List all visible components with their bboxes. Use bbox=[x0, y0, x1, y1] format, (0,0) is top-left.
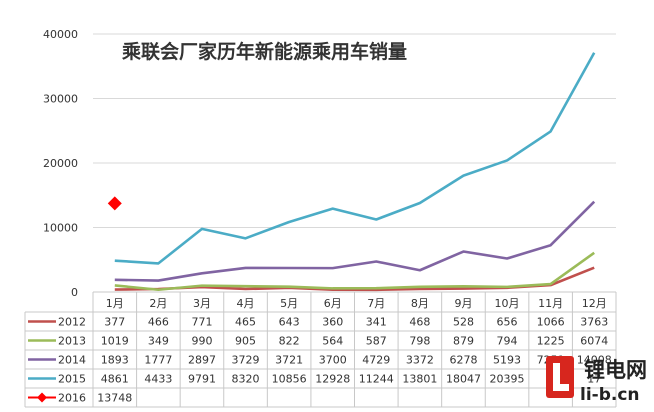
table-cell: 1893 bbox=[101, 354, 129, 367]
table-cell: 3372 bbox=[406, 354, 434, 367]
table-cell: 18047 bbox=[446, 373, 481, 386]
table-cell: 12928 bbox=[315, 373, 350, 386]
x-tick-label: 2月 bbox=[149, 297, 167, 310]
table-cell: 656 bbox=[497, 316, 518, 329]
x-tick-label: 5月 bbox=[280, 297, 298, 310]
legend-label-2015: 2015 bbox=[58, 373, 86, 386]
table-cell: 798 bbox=[409, 335, 430, 348]
y-tick-label: 0 bbox=[71, 286, 78, 299]
table-cell: 6278 bbox=[449, 354, 477, 367]
table-cell: 1777 bbox=[144, 354, 172, 367]
table-cell: 8320 bbox=[232, 373, 260, 386]
watermark: 锂电网 li-b.cn bbox=[546, 356, 647, 405]
legend-label-2014: 2014 bbox=[58, 354, 86, 367]
x-tick-label: 9月 bbox=[454, 297, 472, 310]
table-cell: 587 bbox=[366, 335, 387, 348]
table-cell: 3700 bbox=[319, 354, 347, 367]
table-cell: 5193 bbox=[493, 354, 521, 367]
logo-mark-foot bbox=[553, 384, 569, 391]
logo-mark bbox=[553, 363, 560, 391]
x-tick-label: 8月 bbox=[411, 297, 429, 310]
legend-marker-2016 bbox=[37, 392, 47, 403]
legend-label-2012: 2012 bbox=[58, 316, 86, 329]
watermark-brand: 锂电网 bbox=[584, 358, 647, 382]
x-tick-label: 11月 bbox=[538, 297, 563, 310]
table-cell: 20395 bbox=[490, 373, 525, 386]
table-cell: 771 bbox=[191, 316, 212, 329]
legend-label-2013: 2013 bbox=[58, 335, 86, 348]
x-tick-label: 1月 bbox=[106, 297, 124, 310]
table-cell: 13801 bbox=[402, 373, 437, 386]
y-tick-label: 20000 bbox=[43, 157, 78, 170]
table-cell: 11244 bbox=[359, 373, 394, 386]
table-cell: 349 bbox=[148, 335, 169, 348]
y-tick-label: 40000 bbox=[43, 28, 78, 41]
table-cell: 360 bbox=[322, 316, 343, 329]
series-line-2013 bbox=[114, 251, 595, 292]
x-tick-label: 7月 bbox=[367, 297, 385, 310]
table-cell: 564 bbox=[322, 335, 343, 348]
table-cell: 341 bbox=[366, 316, 387, 329]
table-cell: 1066 bbox=[537, 316, 565, 329]
table-cell: 17 bbox=[587, 373, 601, 386]
series-point-2016 bbox=[107, 196, 122, 211]
table-cell: 14008 bbox=[577, 354, 612, 367]
table-cell: 3721 bbox=[275, 354, 303, 367]
table-cell: 466 bbox=[148, 316, 169, 329]
table-cell: 3763 bbox=[580, 316, 608, 329]
table-cell: 4861 bbox=[101, 373, 129, 386]
table-cell: 4729 bbox=[362, 354, 390, 367]
table-cell: 377 bbox=[104, 316, 125, 329]
legend-label-2016: 2016 bbox=[58, 392, 86, 405]
x-tick-label: 12月 bbox=[582, 297, 607, 310]
watermark-url: li-b.cn bbox=[580, 385, 640, 405]
x-tick-label: 10月 bbox=[495, 297, 520, 310]
table-cell: 6074 bbox=[580, 335, 608, 348]
y-tick-label: 30000 bbox=[43, 93, 78, 106]
chart-title: 乘联会厂家历年新能源乘用车销量 bbox=[121, 40, 407, 63]
table-cell: 990 bbox=[191, 335, 212, 348]
table-cell: 3729 bbox=[232, 354, 260, 367]
series-line-2014 bbox=[114, 200, 596, 282]
table-cell: 9791 bbox=[188, 373, 216, 386]
table-cell: 465 bbox=[235, 316, 256, 329]
table-cell: 879 bbox=[453, 335, 474, 348]
table-cell: 794 bbox=[497, 335, 518, 348]
x-tick-label: 6月 bbox=[324, 297, 342, 310]
table-cell: 905 bbox=[235, 335, 256, 348]
table-cell: 468 bbox=[409, 316, 430, 329]
table-cell: 13748 bbox=[97, 392, 132, 405]
table-cell: 10856 bbox=[272, 373, 307, 386]
y-tick-label: 10000 bbox=[43, 222, 78, 235]
x-tick-label: 4月 bbox=[237, 297, 255, 310]
table-cell: 1225 bbox=[537, 335, 565, 348]
table-cell: 1019 bbox=[101, 335, 129, 348]
table-cell: 4433 bbox=[144, 373, 172, 386]
x-tick-label: 3月 bbox=[193, 297, 211, 310]
table-cell: 2897 bbox=[188, 354, 216, 367]
table-cell: 643 bbox=[279, 316, 300, 329]
table-cell: 528 bbox=[453, 316, 474, 329]
table-cell: 822 bbox=[279, 335, 300, 348]
series-line-2015 bbox=[114, 52, 596, 265]
